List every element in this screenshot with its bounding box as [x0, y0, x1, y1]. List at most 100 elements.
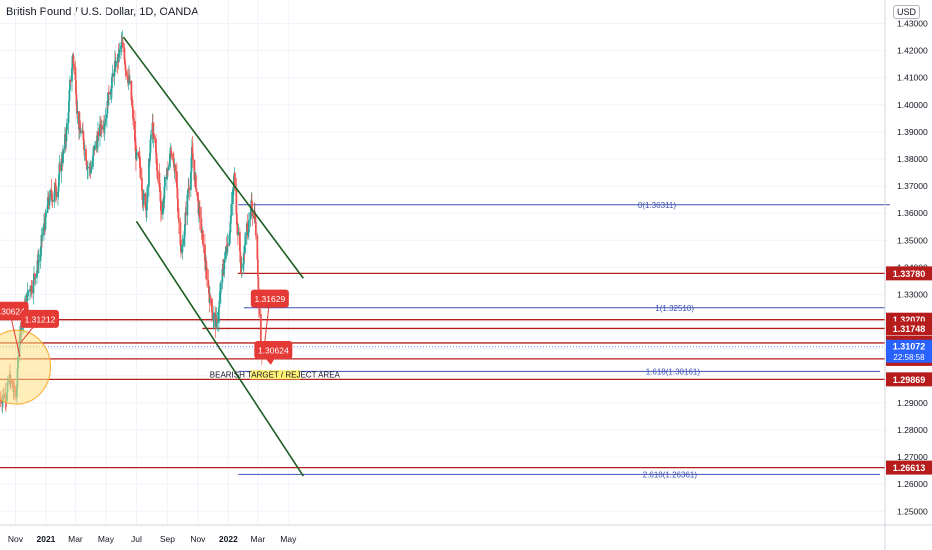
candle-body — [50, 189, 53, 193]
candle-body — [135, 145, 137, 160]
candle-body — [69, 79, 71, 90]
candle-body — [228, 234, 231, 246]
candle-body — [153, 133, 155, 137]
candle-body — [108, 91, 110, 95]
candle-body — [256, 235, 259, 260]
candle-body — [221, 268, 224, 283]
y-tick-label: 1.41000 — [897, 73, 928, 83]
candle-body — [181, 245, 184, 253]
candle-body — [79, 127, 82, 134]
candle-body — [235, 214, 238, 225]
candle-body — [62, 153, 64, 164]
candle-body — [155, 138, 157, 153]
candle-body — [139, 157, 141, 166]
candle-body — [193, 178, 196, 180]
candle-body — [68, 89, 71, 102]
candle-body — [160, 210, 163, 215]
candle-body — [31, 289, 33, 294]
x-tick-label: 2021 — [37, 534, 56, 544]
candle-body — [36, 260, 39, 271]
candle-body — [186, 194, 189, 216]
candle-body — [55, 187, 57, 193]
candle-body — [27, 290, 30, 292]
candle-body — [242, 252, 245, 264]
candle-body — [75, 80, 77, 95]
candle-body — [225, 246, 228, 250]
candle-body — [144, 193, 147, 208]
candle-body — [135, 152, 138, 160]
candle-body — [203, 244, 206, 262]
candle-body — [228, 232, 231, 235]
candle-body — [202, 244, 205, 246]
candle-body — [48, 197, 51, 206]
fib-level-label: 1.618(1.30161) — [646, 367, 701, 376]
candle-body — [138, 156, 141, 158]
candle-body — [125, 71, 128, 76]
candle-body — [179, 222, 182, 246]
candle-body — [127, 75, 129, 83]
candle-body — [186, 191, 189, 195]
candle-body — [47, 196, 50, 201]
candle-body — [258, 306, 261, 314]
candle-body — [187, 187, 190, 189]
chart-title: British Pound / U.S. Dollar, 1D, OANDA — [6, 6, 199, 18]
candle-body — [89, 166, 91, 169]
candle-body — [251, 209, 254, 217]
price-level-tag-label: 1.33780 — [893, 269, 926, 279]
target-zone-label: BEARISH TARGET / REJECT AREA — [210, 371, 341, 380]
candle-body — [214, 320, 217, 327]
candle-body — [122, 42, 124, 48]
candle-body — [120, 42, 123, 46]
candle-body — [132, 107, 134, 119]
callout-badge[interactable] — [250, 289, 289, 308]
candle-body — [76, 105, 78, 114]
candle-body — [197, 201, 200, 214]
candle-body — [193, 159, 196, 180]
currency-button[interactable]: USD — [892, 5, 920, 19]
candle-body — [142, 196, 145, 205]
candle-body — [66, 123, 68, 131]
candle-body — [47, 196, 49, 206]
callout-badge[interactable] — [254, 341, 293, 360]
candle-body — [82, 131, 85, 141]
candle-body — [172, 156, 175, 162]
candle-body — [148, 158, 150, 187]
candle-body — [78, 111, 80, 130]
candle-body — [20, 327, 23, 332]
candle-body — [85, 160, 88, 165]
candle-body — [111, 73, 114, 77]
candle-body — [219, 282, 222, 293]
candle-body — [92, 150, 95, 156]
candle-body — [177, 218, 180, 223]
candle-body — [59, 164, 61, 172]
candle-body — [103, 126, 106, 130]
candle-body — [90, 170, 92, 174]
candle-body — [182, 238, 185, 246]
candle-body — [183, 235, 186, 239]
candle-body — [129, 80, 131, 83]
candle-body — [90, 166, 93, 171]
y-tick-label: 1.43000 — [897, 19, 928, 29]
candle-body — [92, 155, 94, 167]
candle-body — [200, 218, 203, 233]
candle-body — [111, 76, 113, 89]
callout-badge[interactable] — [20, 309, 59, 328]
candle-body — [127, 79, 130, 83]
y-tick-label: 1.27000 — [897, 452, 928, 462]
grid — [0, 0, 885, 525]
candle-body — [149, 139, 152, 153]
candle-body — [99, 124, 101, 137]
candle-body — [40, 245, 42, 255]
candle-body — [204, 266, 207, 270]
forecast-arrow-head — [265, 357, 275, 365]
y-tick-label: 1.36000 — [897, 208, 928, 218]
candle-body — [205, 266, 208, 268]
candle-body — [33, 273, 36, 275]
candle-body — [124, 59, 126, 65]
candle-body — [194, 174, 197, 189]
price-level-tag — [886, 372, 932, 387]
candle-body — [30, 285, 33, 290]
candle-body — [134, 141, 137, 146]
candle-body — [163, 186, 166, 199]
